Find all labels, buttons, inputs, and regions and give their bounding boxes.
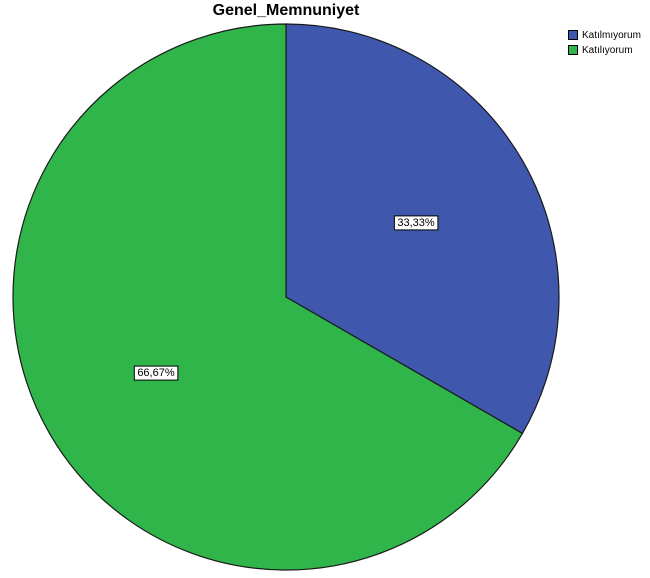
slice-label-1: 66,67% [133,365,179,381]
slice-label-0: 33,33% [393,215,439,231]
svg-text:66,67%: 66,67% [137,367,175,379]
legend-label-katiliyorum: Katılıyorum [582,44,633,56]
legend-swatch-katilmiyorum [568,30,578,40]
legend-item-katilmiyorum: Katılmıyorum [568,28,641,42]
legend-swatch-katiliyorum [568,45,578,55]
svg-text:33,33%: 33,33% [397,217,435,229]
legend: Katılmıyorum Katılıyorum [568,28,641,58]
chart-title: Genel_Memnuniyet [212,2,360,19]
pie-slice-1 [12,23,524,571]
legend-item-katiliyorum: Katılıyorum [568,43,641,57]
legend-label-katilmiyorum: Katılmıyorum [582,29,641,41]
